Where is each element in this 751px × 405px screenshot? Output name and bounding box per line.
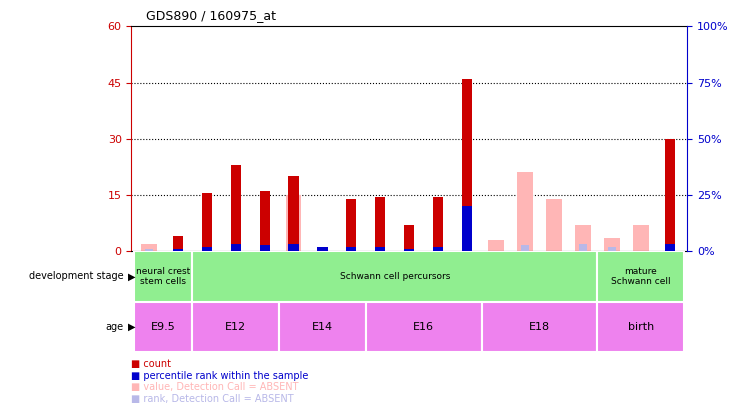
Bar <box>260 245 270 251</box>
Bar <box>145 249 152 251</box>
Text: ▶: ▶ <box>128 271 135 281</box>
Bar <box>433 247 443 251</box>
Bar <box>376 197 385 251</box>
Bar <box>376 247 385 251</box>
Bar <box>318 247 327 251</box>
Bar <box>201 193 212 251</box>
Text: GDS890 / 160975_at: GDS890 / 160975_at <box>146 9 276 22</box>
Bar <box>608 247 616 251</box>
Bar <box>192 302 279 352</box>
Text: ■ value, Detection Call = ABSENT: ■ value, Detection Call = ABSENT <box>131 382 299 392</box>
Bar <box>141 243 157 251</box>
Text: ■ rank, Detection Call = ABSENT: ■ rank, Detection Call = ABSENT <box>131 394 294 403</box>
Bar <box>173 236 182 251</box>
Text: development stage: development stage <box>29 271 124 281</box>
Text: neural crest
stem cells: neural crest stem cells <box>136 267 191 286</box>
Text: E16: E16 <box>413 322 434 332</box>
Bar <box>288 243 299 251</box>
Bar <box>288 176 299 251</box>
Text: age: age <box>106 322 124 332</box>
Bar <box>546 199 562 251</box>
Bar <box>346 247 357 251</box>
Text: E14: E14 <box>312 322 333 332</box>
Bar <box>665 243 675 251</box>
Text: E9.5: E9.5 <box>151 322 176 332</box>
Bar <box>598 251 684 302</box>
Bar <box>462 79 472 251</box>
Bar <box>481 302 598 352</box>
Bar <box>521 245 529 251</box>
Text: E12: E12 <box>225 322 246 332</box>
Bar <box>346 199 357 251</box>
Text: ▶: ▶ <box>128 322 135 332</box>
Bar <box>231 165 240 251</box>
Bar <box>462 206 472 251</box>
Bar <box>517 173 533 251</box>
Text: ■ count: ■ count <box>131 360 171 369</box>
Bar <box>598 302 684 352</box>
Bar <box>134 302 192 352</box>
Bar <box>488 240 504 251</box>
Bar <box>201 247 212 251</box>
Text: mature
Schwann cell: mature Schwann cell <box>611 267 671 286</box>
Text: birth: birth <box>628 322 654 332</box>
Bar <box>173 249 182 251</box>
Text: Schwann cell percursors: Schwann cell percursors <box>339 272 450 281</box>
Bar <box>231 243 240 251</box>
Bar <box>134 251 192 302</box>
Bar <box>433 197 443 251</box>
Bar <box>665 139 675 251</box>
Bar <box>318 247 327 251</box>
Bar <box>366 302 481 352</box>
Bar <box>579 243 587 251</box>
Bar <box>404 225 415 251</box>
Bar <box>260 191 270 251</box>
Bar <box>575 225 591 251</box>
Bar <box>285 195 301 251</box>
Bar <box>192 251 598 302</box>
Text: E18: E18 <box>529 322 550 332</box>
Bar <box>404 249 415 251</box>
Bar <box>604 238 620 251</box>
Text: ■ percentile rank within the sample: ■ percentile rank within the sample <box>131 371 309 381</box>
Bar <box>279 302 366 352</box>
Bar <box>633 225 649 251</box>
